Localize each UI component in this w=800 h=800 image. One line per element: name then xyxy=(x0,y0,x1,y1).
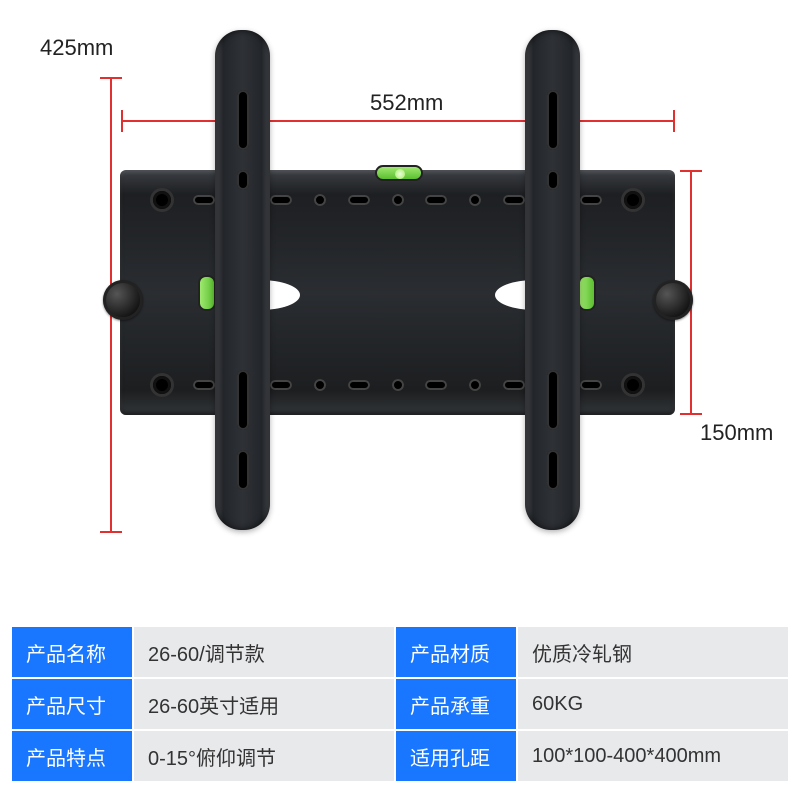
side-bubble-level-right xyxy=(578,275,596,311)
dimension-height-label: 425mm xyxy=(40,35,113,61)
dimension-tick xyxy=(680,413,702,415)
spec-value: 26-60/调节款 xyxy=(134,627,394,677)
spec-label: 产品特点 xyxy=(12,731,132,781)
dimension-diagram: 425mm 552mm 150mm xyxy=(0,0,800,580)
spec-value: 优质冷轧钢 xyxy=(518,627,788,677)
dimension-tick xyxy=(680,170,702,172)
dimension-tick xyxy=(673,110,675,132)
spec-label: 适用孔距 xyxy=(396,731,516,781)
spec-value: 26-60英寸适用 xyxy=(134,679,394,729)
spec-label: 产品尺寸 xyxy=(12,679,132,729)
table-row: 产品尺寸 26-60英寸适用 产品承重 60KG xyxy=(12,679,788,729)
dimension-width-line xyxy=(122,120,675,122)
spec-label: 产品材质 xyxy=(396,627,516,677)
spec-label: 产品名称 xyxy=(12,627,132,677)
tilt-knob-left xyxy=(103,280,143,320)
dimension-width-label: 552mm xyxy=(370,90,443,116)
tilt-knob-right xyxy=(653,280,693,320)
spec-label: 产品承重 xyxy=(396,679,516,729)
table-row: 产品特点 0-15°俯仰调节 适用孔距 100*100-400*400mm xyxy=(12,731,788,781)
vertical-arm-right xyxy=(525,30,580,530)
dimension-tick xyxy=(100,77,122,79)
vertical-arm-left xyxy=(215,30,270,530)
spec-value: 60KG xyxy=(518,679,788,729)
spec-table: 产品名称 26-60/调节款 产品材质 优质冷轧钢 产品尺寸 26-60英寸适用… xyxy=(10,625,790,783)
table-row: 产品名称 26-60/调节款 产品材质 优质冷轧钢 xyxy=(12,627,788,677)
spec-value: 100*100-400*400mm xyxy=(518,731,788,781)
dimension-tick xyxy=(100,531,122,533)
side-bubble-level-left xyxy=(198,275,216,311)
dimension-tick xyxy=(121,110,123,132)
dimension-depth-label: 150mm xyxy=(700,420,773,446)
spec-value: 0-15°俯仰调节 xyxy=(134,731,394,781)
bubble-level xyxy=(375,165,423,181)
